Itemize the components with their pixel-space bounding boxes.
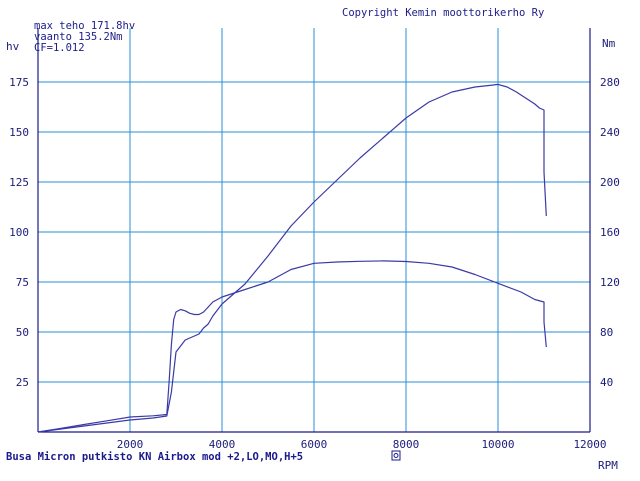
- copyright-text: Copyright Kemin moottorikerho Ry: [342, 7, 544, 19]
- x-tick-label: 2000: [117, 438, 144, 451]
- run-description: Busa Micron putkisto KN Airbox mod +2,LO…: [6, 451, 303, 463]
- max-torque-text: vaanto 135.2Nm: [34, 31, 123, 43]
- grid-layer: [38, 28, 590, 432]
- x-tick-label: 8000: [393, 438, 420, 451]
- right-tick-label: 240: [600, 126, 620, 139]
- tick-label-layer: 2000 4000 6000 8000 10000 12000 25 50 75 100 125 15…: [9, 76, 620, 451]
- left-tick-label: 75: [16, 276, 29, 289]
- right-tick-label: 120: [600, 276, 620, 289]
- right-tick-label: 160: [600, 226, 620, 239]
- left-tick-label: 50: [16, 326, 29, 339]
- power-curve: [37, 83, 547, 433]
- right-tick-label: 280: [600, 76, 620, 89]
- axis-layer: [37, 28, 591, 433]
- left-tick-label: 25: [16, 376, 29, 389]
- right-tick-label: 40: [600, 376, 613, 389]
- left-tick-label: 175: [9, 76, 29, 89]
- left-tick-label: 150: [9, 126, 29, 139]
- x-tick-label: 6000: [301, 438, 328, 451]
- right-tick-label: 200: [600, 176, 620, 189]
- series-layer: [37, 83, 547, 433]
- left-axis-unit: hv: [6, 40, 20, 53]
- left-tick-label: 125: [9, 176, 29, 189]
- right-axis-unit: Nm: [602, 37, 616, 50]
- torque-curve: [37, 260, 547, 433]
- x-axis-unit: RPM: [598, 459, 618, 472]
- footer-box-icon: [391, 450, 401, 461]
- max-power-text: max teho 171.8hv: [34, 20, 135, 32]
- x-tick-label: 12000: [573, 438, 606, 451]
- x-tick-label: 10000: [481, 438, 514, 451]
- left-tick-label: 100: [9, 226, 29, 239]
- x-tick-label: 4000: [209, 438, 236, 451]
- cf-text: CF=1.012: [34, 42, 85, 54]
- footer-box-dot-icon: [393, 453, 399, 458]
- right-tick-label: 80: [600, 326, 613, 339]
